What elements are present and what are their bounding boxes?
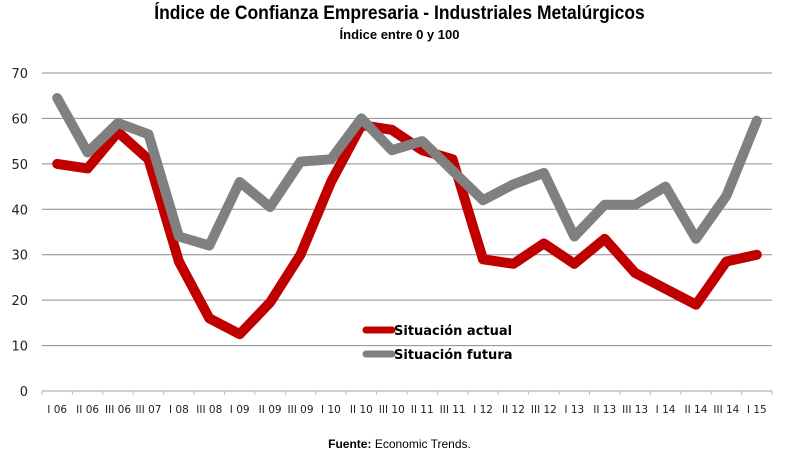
gridlines	[42, 72, 772, 347]
x-tick-label: III 11	[440, 404, 466, 416]
y-tick-label: 20	[11, 294, 28, 309]
y-tick-label: 50	[11, 158, 28, 173]
y-axis-ticks: 0 10 20 30 40 50 60 70	[11, 67, 28, 400]
x-tick-label: I 14	[656, 404, 676, 416]
x-tick-label: II 13	[593, 404, 616, 416]
chart-title: Índice de Confianza Empresaria - Industr…	[154, 3, 645, 24]
x-tick-label: II 11	[411, 404, 434, 416]
legend: Situación actual Situación futura	[362, 324, 513, 363]
x-tick-label: II 12	[502, 404, 525, 416]
y-tick-label: 40	[11, 203, 28, 218]
source-note: Fuente: Economic Trends.	[0, 437, 799, 451]
x-tick-label: II 09	[259, 404, 282, 416]
series-line-situacion-futura	[52, 93, 762, 251]
x-tick-label: II 10	[350, 404, 373, 416]
source-text: Economic Trends.	[374, 437, 471, 451]
x-tick-label: I 13	[564, 404, 584, 416]
x-tick-label: II 06	[76, 404, 99, 416]
y-tick-label: 30	[11, 249, 28, 264]
x-tick-label: III 07	[135, 404, 161, 416]
x-tick-label: I 06	[47, 404, 67, 416]
x-tick-label: I 09	[230, 404, 250, 416]
x-tick-label: III 08	[196, 404, 222, 416]
x-tick-label: I 10	[321, 404, 341, 416]
y-tick-label: 60	[11, 112, 28, 127]
chart-subtitle: Índice entre 0 y 100	[339, 27, 460, 42]
source-label: Fuente:	[328, 437, 372, 451]
series-lines	[52, 93, 762, 340]
legend-label: Situación futura	[394, 348, 513, 363]
x-tick-label: III 06	[105, 404, 131, 416]
x-tick-label: III 09	[288, 404, 314, 416]
x-tick-label: II 14	[685, 404, 708, 416]
y-tick-label: 10	[11, 340, 28, 355]
x-tick-label: III 10	[379, 404, 405, 416]
x-axis: I 06 II 06 III 06 III 07 I 08 III 08 I 09 II 09…	[41, 390, 773, 416]
x-tick-label: III 14	[713, 404, 739, 416]
y-tick-label: 0	[20, 385, 28, 400]
x-tick-label: III 12	[531, 404, 557, 416]
x-tick-label: I 12	[473, 404, 493, 416]
x-tick-label: I 08	[169, 404, 189, 416]
x-tick-label: III 13	[622, 404, 648, 416]
legend-label: Situación actual	[394, 324, 512, 339]
y-tick-label: 70	[11, 67, 28, 82]
x-tick-label: I 15	[747, 404, 767, 416]
series-line-situacion-actual	[52, 120, 762, 340]
